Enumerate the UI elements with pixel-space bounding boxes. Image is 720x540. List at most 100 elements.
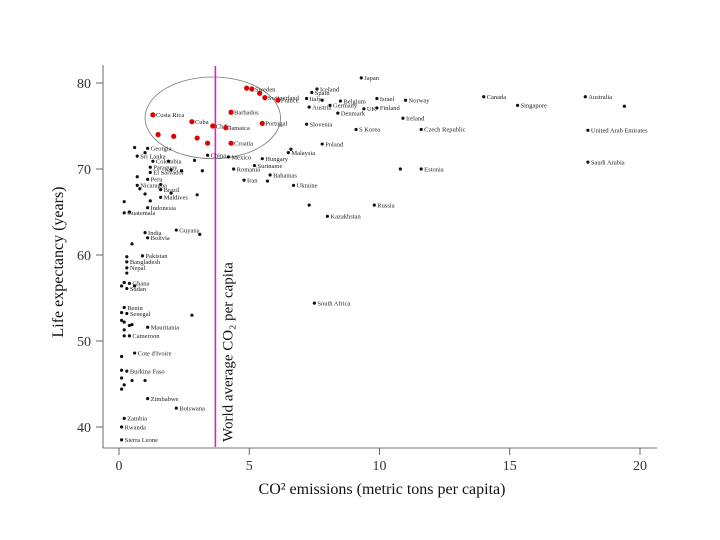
point-label: Sudan bbox=[130, 286, 147, 293]
point-label: Saudi Arabia bbox=[591, 159, 625, 166]
point-label: Slovenia bbox=[310, 122, 333, 129]
data-point bbox=[143, 192, 147, 196]
data-point bbox=[159, 182, 163, 187]
data-point bbox=[122, 334, 126, 338]
data-point bbox=[320, 142, 324, 146]
data-point bbox=[286, 151, 290, 155]
data-point bbox=[127, 281, 132, 285]
x-axis-ticks: 0 5 10 15 20 bbox=[116, 448, 647, 474]
point-label: France bbox=[281, 98, 299, 105]
y-axis-ticks: 40 50 60 70 80 bbox=[77, 77, 103, 436]
data-point bbox=[166, 159, 171, 163]
point-label: Chile bbox=[216, 123, 230, 130]
data-point bbox=[310, 90, 314, 95]
data-point bbox=[120, 425, 124, 429]
point-label: Pakistan bbox=[145, 253, 168, 260]
point-label: Jamaica bbox=[229, 125, 250, 132]
x-tick-label: 5 bbox=[246, 459, 253, 474]
data-point bbox=[148, 170, 152, 175]
point-label: Sweden bbox=[255, 86, 276, 93]
data-point bbox=[125, 311, 129, 316]
point-label: Benin bbox=[127, 305, 143, 312]
point-label: Bangladesh bbox=[130, 259, 161, 266]
data-point bbox=[354, 127, 358, 132]
x-tick-label: 15 bbox=[503, 459, 517, 474]
data-point bbox=[133, 284, 137, 288]
data-point bbox=[122, 320, 126, 324]
data-point bbox=[159, 195, 163, 199]
data-point bbox=[143, 151, 147, 155]
data-point bbox=[210, 123, 216, 129]
data-point bbox=[148, 199, 152, 203]
data-point bbox=[122, 416, 126, 420]
point-label: Ukraine bbox=[297, 183, 318, 190]
data-point bbox=[328, 103, 332, 107]
data-point bbox=[125, 286, 129, 291]
data-point bbox=[204, 140, 211, 146]
data-point bbox=[125, 260, 129, 264]
data-point bbox=[135, 154, 139, 158]
data-point bbox=[127, 323, 132, 328]
data-point bbox=[120, 284, 124, 288]
data-point bbox=[200, 169, 204, 173]
point-label: Mauritania bbox=[151, 325, 180, 332]
data-point bbox=[195, 193, 199, 197]
data-point bbox=[192, 158, 197, 162]
data-point bbox=[325, 214, 329, 218]
data-point bbox=[304, 122, 309, 126]
data-point bbox=[120, 387, 124, 391]
data-point bbox=[133, 351, 137, 355]
data-point bbox=[122, 200, 126, 204]
data-point bbox=[226, 155, 231, 159]
data-point bbox=[120, 318, 124, 322]
data-point bbox=[338, 99, 343, 103]
data-point bbox=[146, 177, 150, 181]
data-point bbox=[320, 98, 324, 102]
point-label: Nepal bbox=[130, 265, 146, 272]
data-point bbox=[125, 369, 129, 373]
point-label: Finland bbox=[380, 105, 401, 112]
data-point bbox=[120, 311, 124, 315]
point-label: Bahamas bbox=[273, 172, 297, 179]
point-label: Georgia bbox=[151, 146, 172, 153]
point-label: Malaysia bbox=[291, 150, 315, 157]
point-label: Australia bbox=[588, 94, 612, 101]
point-label: Romania bbox=[237, 166, 261, 173]
data-point bbox=[130, 323, 134, 327]
point-label: Japan bbox=[364, 75, 380, 82]
data-point bbox=[242, 178, 246, 182]
data-point bbox=[268, 173, 272, 177]
data-point bbox=[143, 231, 147, 235]
data-point bbox=[122, 383, 126, 387]
data-point bbox=[252, 163, 257, 168]
point-label: India bbox=[148, 230, 161, 237]
data-point bbox=[307, 203, 311, 207]
point-label: Denmark bbox=[341, 110, 366, 117]
data-point bbox=[122, 211, 126, 215]
point-label: Suriname bbox=[257, 163, 282, 170]
data-point bbox=[138, 187, 142, 191]
point-label: Peru bbox=[151, 177, 164, 184]
data-point bbox=[151, 159, 155, 163]
point-label: Mexico bbox=[231, 154, 251, 161]
x-axis-title: CO² emissions (metric tons per capita) bbox=[259, 481, 506, 498]
data-point bbox=[419, 167, 423, 171]
point-label: Zambia bbox=[127, 416, 147, 423]
data-point bbox=[228, 140, 234, 146]
data-point bbox=[205, 153, 210, 157]
data-point bbox=[120, 368, 124, 372]
data-point bbox=[130, 378, 134, 383]
data-point bbox=[120, 376, 124, 380]
point-label: Guyana bbox=[179, 227, 199, 234]
data-point bbox=[372, 203, 376, 207]
highlight-ellipse bbox=[144, 76, 281, 160]
data-point bbox=[586, 128, 590, 132]
data-point bbox=[289, 147, 293, 151]
point-label: Sierra Leone bbox=[125, 437, 159, 444]
data-point bbox=[120, 354, 124, 359]
data-point bbox=[120, 438, 124, 442]
data-point bbox=[125, 271, 129, 275]
point-label: Bolivia bbox=[151, 235, 170, 242]
data-point bbox=[359, 76, 363, 80]
